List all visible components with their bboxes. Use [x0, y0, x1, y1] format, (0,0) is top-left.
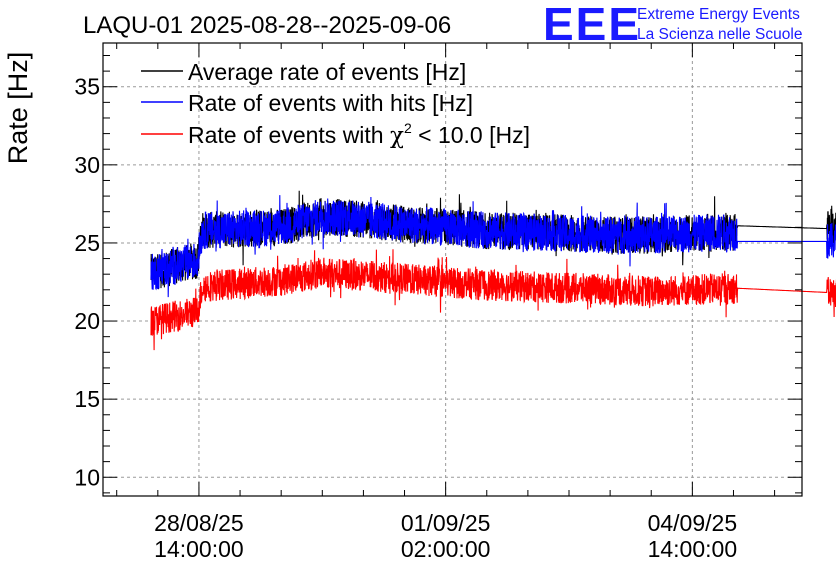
series-layer [150, 190, 836, 351]
plot-frame [102, 42, 803, 497]
chart-title: LAQU-01 2025-08-28--2025-09-06 [83, 12, 451, 39]
axes: 10152025303528/08/2514:00:0001/09/2502:0… [74, 42, 803, 562]
x-tick-label-time: 14:00:00 [648, 536, 738, 562]
series-2-line [150, 249, 836, 351]
y-tick-label: 35 [74, 74, 100, 100]
series-1-line [150, 195, 836, 298]
x-tick-label-time: 14:00:00 [154, 536, 244, 562]
eee-logo-mark: EEE [543, 0, 641, 50]
y-tick-label: 10 [74, 464, 100, 490]
y-tick-label: 15 [74, 386, 100, 412]
eee-logo-line2: La Scienza nelle Scuole [637, 26, 802, 43]
eee-logo-line1: Extreme Energy Events [637, 6, 800, 23]
y-tick-label: 25 [74, 230, 100, 256]
x-tick-label-date: 04/09/25 [648, 510, 738, 536]
legend: Average rate of events [Hz] Rate of even… [141, 59, 530, 149]
eee-logo: EEE Extreme Energy Events La Scienza nel… [543, 0, 802, 50]
legend-label-average: Average rate of events [Hz] [188, 59, 466, 85]
x-tick-label-time: 02:00:00 [401, 536, 491, 562]
legend-label-chi2: Rate of events with χ2 < 10.0 [Hz] [188, 120, 530, 149]
x-tick-label-date: 28/08/25 [154, 510, 244, 536]
x-tick-label-date: 01/09/25 [401, 510, 491, 536]
legend-label-hits: Rate of events with hits [Hz] [188, 90, 473, 116]
y-tick-label: 30 [74, 152, 100, 178]
y-axis-label: Rate [Hz] [3, 52, 33, 165]
y-tick-label: 20 [74, 308, 100, 334]
